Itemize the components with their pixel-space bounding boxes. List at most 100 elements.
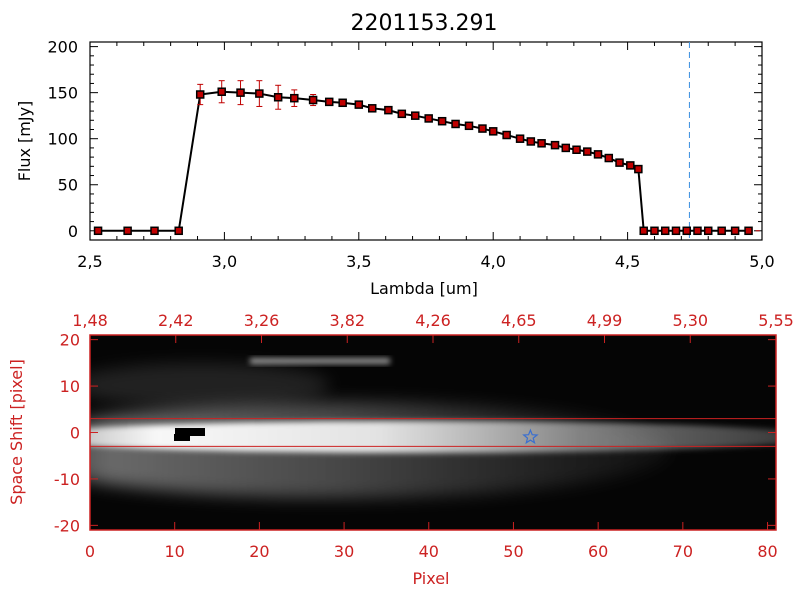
- data-point-marker: [488, 127, 498, 136]
- x-tick-label: 40: [419, 542, 439, 561]
- data-point-marker: [367, 104, 377, 113]
- data-point-marker: [123, 226, 132, 236]
- data-point-marker: [354, 100, 364, 109]
- y-tick-label: 50: [58, 176, 78, 195]
- x-tick-label: 50: [503, 542, 523, 561]
- data-point-marker: [639, 226, 648, 236]
- data-point-marker: [515, 134, 525, 143]
- data-point-marker: [615, 158, 624, 167]
- y-tick-label: 200: [47, 38, 78, 57]
- data-point-marker: [572, 145, 581, 154]
- data-point-marker: [384, 105, 393, 115]
- spectrum-x-tick-labels: 2,5 3,0 3,5 4,0 4,5 5,0: [77, 252, 774, 271]
- data-point-marker: [634, 164, 643, 174]
- data-point-marker: [537, 139, 546, 148]
- data-point-marker: [273, 93, 283, 102]
- image-axes: [89, 335, 777, 530]
- data-point-marker: [717, 226, 726, 236]
- data-point-marker: [397, 109, 407, 119]
- spectrum-plot: 2,5 3,0 3,5 4,0 4,5 5,0 0 50 100 150 200: [47, 38, 774, 271]
- x-tick-label: 70: [673, 542, 693, 561]
- data-point-marker: [324, 97, 334, 107]
- data-point-marker: [650, 226, 659, 236]
- top-tick-label: 4,26: [415, 311, 451, 330]
- spectrum-plot-frame: [89, 41, 763, 241]
- data-point-marker: [744, 226, 753, 236]
- data-point-marker: [682, 226, 691, 236]
- data-point-marker: [437, 116, 447, 126]
- spectrum-axes: [89, 42, 763, 240]
- image-x-tick-labels: 0 10 20 30 40 50 60 70 80: [85, 542, 778, 561]
- data-point-marker: [583, 147, 592, 156]
- image-top-wavelength-tick-labels: 1,48 2,42 3,26 3,82 4,26 4,65 4,99 5,30 5,55: [72, 311, 794, 330]
- y-tick-label: 0: [70, 424, 80, 443]
- y-tick-label: 20: [60, 331, 80, 350]
- flux-series-line: [98, 90, 749, 232]
- image-x-axis-label: Pixel: [412, 569, 449, 588]
- y-tick-label: 0: [68, 222, 78, 241]
- top-tick-label: 3,26: [244, 311, 280, 330]
- image-y-tick-labels: 20 10 0 -10 -20: [54, 331, 80, 536]
- data-point-marker: [451, 119, 460, 129]
- x-tick-label: 30: [334, 542, 354, 561]
- y-tick-label: 10: [60, 377, 80, 396]
- data-point-marker: [730, 226, 740, 236]
- y-tick-label: 100: [47, 130, 78, 149]
- x-tick-label: 20: [249, 542, 269, 561]
- chart-title: 2201153.291: [351, 11, 498, 36]
- top-tick-label: 1,48: [72, 311, 108, 330]
- data-point-marker: [561, 143, 571, 153]
- data-point-marker: [195, 90, 205, 99]
- spectral-image-plot: 0 10 20 30 40 50 60 70 80 20 10 0 -10 -20 1,48 2,42 3,…: [54, 311, 794, 561]
- data-point-marker: [217, 87, 226, 96]
- spectrum-y-axis-label: Flux [mJy]: [15, 101, 34, 182]
- x-tick-label: 0: [85, 542, 95, 561]
- x-tick-label: 10: [165, 542, 185, 561]
- data-point-marker: [338, 98, 347, 108]
- x-tick-label: 3,0: [212, 252, 237, 271]
- top-tick-label: 3,82: [329, 311, 365, 330]
- data-point-marker: [424, 114, 433, 123]
- x-tick-label: 80: [757, 542, 777, 561]
- image-y-axis-label: Space Shift [pixel]: [7, 359, 26, 505]
- x-tick-label: 4,5: [615, 252, 640, 271]
- spectrum-y-tick-labels: 0 50 100 150 200: [47, 38, 78, 241]
- data-point-marker: [308, 95, 318, 105]
- flux-markers: [93, 87, 753, 236]
- x-tick-label: 4,0: [480, 252, 505, 271]
- y-tick-label: -20: [54, 516, 80, 535]
- data-point-marker: [593, 150, 603, 159]
- data-point-marker: [671, 226, 681, 236]
- data-point-marker: [526, 137, 536, 146]
- data-point-marker: [150, 226, 159, 236]
- x-tick-label: 3,5: [346, 252, 371, 271]
- data-point-marker: [255, 89, 264, 98]
- data-point-marker: [550, 140, 560, 150]
- data-point-marker: [626, 161, 635, 170]
- data-point-marker: [410, 111, 420, 120]
- x-tick-label: 2,5: [77, 252, 102, 271]
- spectrum-x-axis-label: Lambda [um]: [370, 279, 478, 298]
- data-point-marker: [660, 226, 670, 236]
- data-point-marker: [502, 130, 511, 140]
- data-point-marker: [703, 226, 713, 236]
- x-tick-label: 60: [588, 542, 608, 561]
- top-tick-label: 5,30: [672, 311, 708, 330]
- data-point-marker: [693, 226, 702, 236]
- top-tick-label: 4,65: [501, 311, 537, 330]
- data-point-marker: [464, 121, 474, 131]
- data-point-marker: [604, 153, 614, 163]
- y-tick-label: -10: [54, 470, 80, 489]
- top-tick-label: 4,99: [587, 311, 623, 330]
- x-tick-label: 5,0: [749, 252, 774, 271]
- data-point-marker: [236, 88, 245, 97]
- data-point-marker: [290, 93, 299, 103]
- spectral-trace: [90, 358, 776, 498]
- data-point-marker: [93, 226, 103, 236]
- data-point-marker: [478, 124, 487, 133]
- top-tick-label: 2,42: [158, 311, 194, 330]
- y-tick-label: 150: [47, 84, 78, 103]
- data-point-marker: [174, 226, 183, 236]
- top-tick-label: 5,55: [758, 311, 794, 330]
